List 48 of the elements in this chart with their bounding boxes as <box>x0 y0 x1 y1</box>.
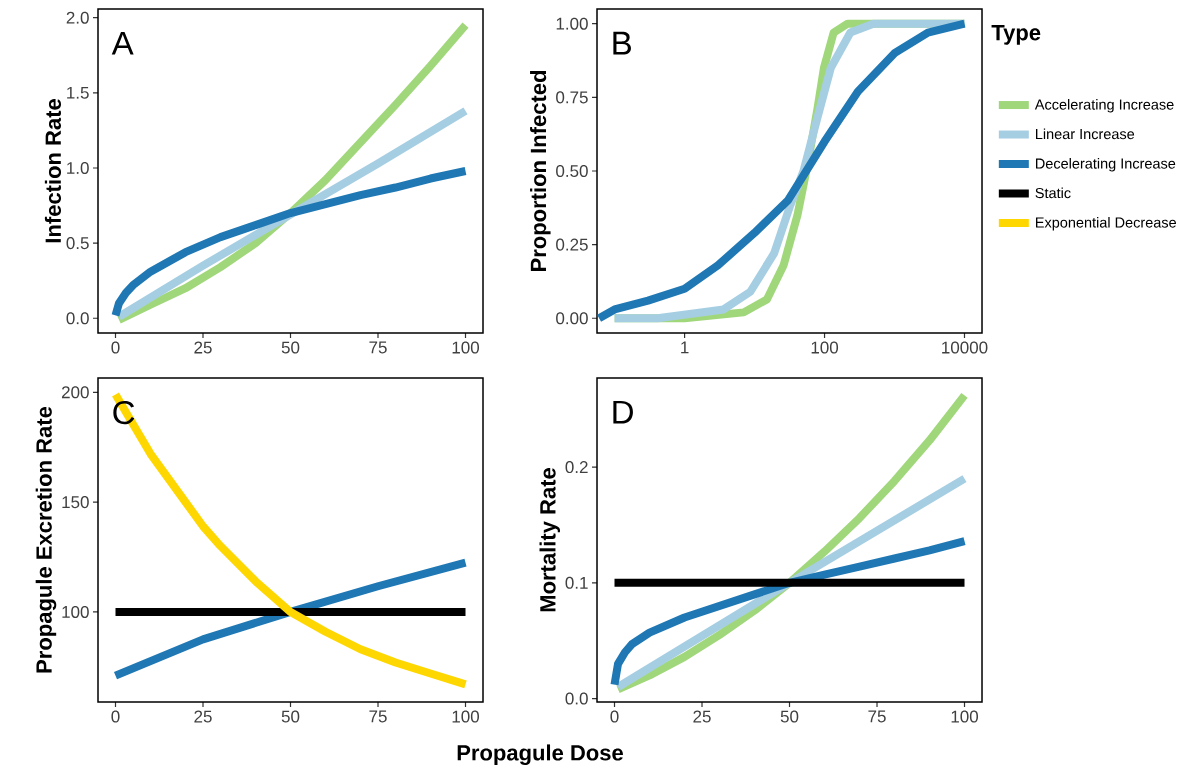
text: Static <box>1035 187 1071 199</box>
text: D <box>613 400 633 424</box>
x-tick-label: 50 <box>780 710 799 723</box>
y-tick-label: 1.0 <box>67 161 89 175</box>
x-tick-label: 0 <box>111 710 120 723</box>
legend-label: Linear Increase <box>1036 128 1135 140</box>
y-tick-label: 100 <box>62 605 89 618</box>
legend-label: Accelerating Increase <box>1034 99 1174 113</box>
x-tick-label: 100 <box>951 710 979 723</box>
y-tick-label: 0.25 <box>556 238 588 251</box>
x-tick-label: 1 <box>681 341 689 354</box>
x-tick-label: 0 <box>111 341 120 354</box>
text: B <box>613 31 631 55</box>
legend-title: Type <box>991 25 1041 45</box>
text: A <box>111 31 134 55</box>
x-tick-label: 50 <box>281 710 300 723</box>
x-tick-label: 100 <box>811 341 839 354</box>
x-tick-label: 0 <box>610 710 619 723</box>
y-tick-label: 200 <box>61 386 89 399</box>
y-axis-title: Infection Rate <box>44 99 62 243</box>
x-tick-label: 25 <box>194 341 212 354</box>
x-tick-label: 75 <box>369 341 387 354</box>
y-tick-label: 0.2 <box>565 461 588 474</box>
x-tick-label: 25 <box>194 710 212 723</box>
y-tick-label: 0.50 <box>556 164 588 178</box>
x-tick-label: 25 <box>693 710 711 723</box>
legend-label: Decelerating Increase <box>1036 158 1176 172</box>
y-tick-label: 1.5 <box>67 86 89 99</box>
x-tick-label: 75 <box>868 710 886 723</box>
y-axis-title: Mortality Rate <box>539 468 561 612</box>
y-tick-label: 0.0 <box>66 312 89 325</box>
y-tick-label: 2.0 <box>66 11 89 24</box>
y-tick-label: 0.0 <box>565 692 588 705</box>
x-axis-title: Propagule Dose <box>457 744 623 765</box>
y-tick-label: 0.00 <box>556 312 588 325</box>
x-tick-label: 75 <box>369 710 387 723</box>
y-axis-title: Proportion Infected <box>530 71 551 271</box>
y-tick-label: 1.00 <box>556 17 588 30</box>
x-tick-label: 100 <box>452 341 480 354</box>
y-tick-label: 0.1 <box>565 576 588 589</box>
text: Exponential Decrease <box>1036 216 1176 231</box>
x-tick-label: 10000 <box>942 341 988 354</box>
y-tick-label: 0.5 <box>66 237 89 250</box>
y-tick-label: 150 <box>62 496 89 509</box>
x-tick-label: 50 <box>281 341 300 354</box>
y-axis-title: Propagule Excretion Rate <box>35 406 57 673</box>
y-tick-label: 0.75 <box>556 91 588 104</box>
x-tick-label: 100 <box>452 710 480 723</box>
